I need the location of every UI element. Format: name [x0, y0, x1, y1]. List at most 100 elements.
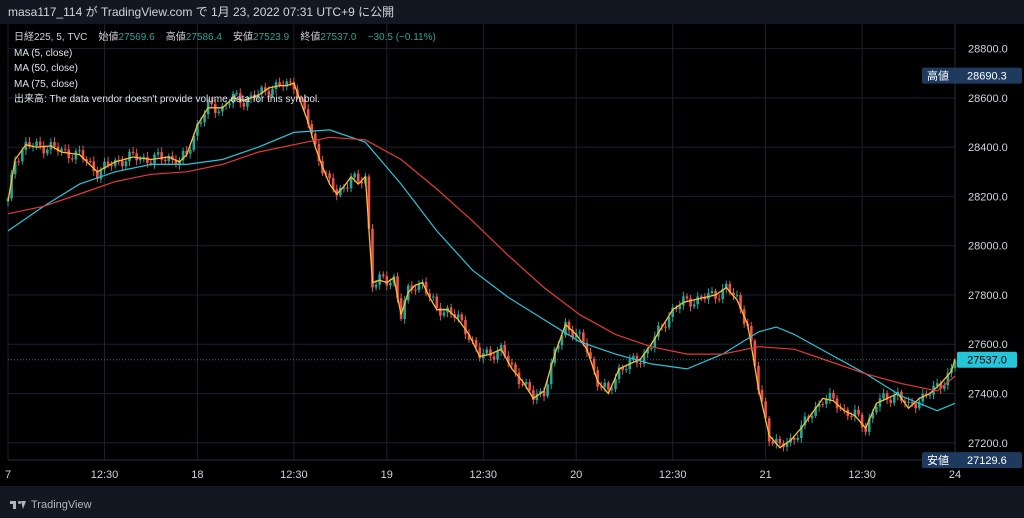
low-label: 安値: [233, 32, 254, 43]
candle-body: [642, 353, 646, 364]
candle-body: [850, 416, 853, 418]
chart-panel[interactable]: 27200.0 27400.0 27600.0 27800.0 28000.0 28200…: [0, 24, 1024, 486]
candle-body: [371, 228, 374, 288]
candle-body: [242, 102, 246, 107]
candle-body: [764, 401, 767, 419]
candle-body: [60, 148, 63, 152]
candle-body: [138, 158, 142, 161]
candle-body: [221, 105, 224, 112]
candle-body: [92, 161, 96, 171]
candle-body: [757, 365, 760, 391]
y-tick-label: 27600.0: [968, 339, 1008, 351]
x-tick-label: 12:30: [659, 469, 687, 481]
candle-body: [610, 388, 614, 390]
candle-body: [449, 307, 453, 315]
candle-body: [892, 395, 896, 403]
candle-body: [499, 345, 503, 352]
candle-body: [753, 340, 757, 366]
candle-body: [942, 385, 946, 389]
y-tick-label: 27800.0: [968, 290, 1008, 302]
last-price-value: 27537.0: [967, 355, 1007, 367]
candle-body: [131, 151, 135, 154]
price-chart[interactable]: 27200.0 27400.0 27600.0 27800.0 28000.0 28200…: [0, 24, 1024, 486]
candle-body: [621, 367, 624, 371]
candle-body: [460, 314, 464, 321]
high-badge-label: 高値: [927, 69, 949, 83]
candle-body: [639, 362, 642, 364]
candle-body: [10, 174, 13, 199]
candle-body: [878, 398, 882, 407]
candle-body: [328, 173, 331, 179]
candle-body: [389, 282, 392, 286]
legend-ma75[interactable]: MA (75, close): [14, 78, 78, 90]
candle-body: [271, 89, 274, 96]
candle-body: [632, 355, 635, 360]
candle-body: [614, 378, 617, 389]
candle-body: [778, 438, 782, 444]
low-value: 27523.9: [253, 32, 290, 43]
candle-body: [760, 390, 764, 402]
candle-body: [503, 345, 507, 357]
x-tick-label: 12:30: [848, 469, 876, 481]
candle-body: [875, 406, 878, 413]
candle-body: [124, 161, 128, 167]
low-badge: [922, 452, 1022, 469]
candle-body: [106, 161, 110, 165]
candle-body: [167, 155, 171, 161]
candle-body: [853, 409, 857, 417]
x-tick-label: 24: [949, 469, 961, 481]
x-tick-label: 21: [759, 469, 771, 481]
y-tick-label: 28200.0: [968, 191, 1008, 203]
candle-body: [699, 296, 703, 298]
candle-body: [235, 93, 239, 95]
candle-body: [667, 316, 671, 328]
candle-body: [678, 305, 682, 310]
candle-body: [696, 296, 700, 305]
tradingview-logo[interactable]: TradingView: [10, 492, 92, 518]
candle-body: [596, 370, 599, 387]
candle-body: [110, 164, 113, 166]
candle-body: [814, 406, 817, 416]
candle-body: [567, 321, 571, 331]
candle-body: [56, 146, 60, 152]
candle-body: [817, 404, 821, 407]
candle-body: [210, 101, 213, 105]
legend-ma5[interactable]: MA (5, close): [14, 47, 73, 59]
volume-note: 出来高: The data vendor doesn't provide vol…: [14, 94, 320, 105]
candle-body: [885, 393, 889, 400]
close-value: 27537.0: [320, 32, 357, 43]
candle-body: [921, 393, 925, 402]
candle-body: [903, 400, 907, 403]
change-value: −30.5 (−0.11%): [367, 32, 436, 43]
candle-body: [825, 399, 828, 405]
candle-body: [331, 178, 335, 190]
candle-body: [113, 159, 117, 166]
candle-body: [599, 386, 603, 388]
candle-body: [342, 187, 346, 189]
candle-body: [303, 98, 306, 110]
candle-body: [517, 372, 521, 385]
candle-body: [582, 332, 585, 344]
y-tick-label: 28000.0: [968, 241, 1008, 253]
x-tick-label: 18: [191, 469, 203, 481]
candle-body: [842, 408, 846, 410]
candle-body: [81, 150, 85, 160]
candle-body: [374, 284, 378, 288]
candle-body: [882, 393, 885, 399]
candle-body: [417, 283, 421, 291]
legend-ma50[interactable]: MA (50, close): [14, 63, 78, 74]
candle-body: [907, 401, 910, 403]
y-tick-label: 28400.0: [968, 142, 1008, 154]
candle-body: [181, 150, 185, 161]
candle-body: [299, 97, 303, 99]
candle-body: [456, 314, 460, 318]
candle-body: [910, 401, 914, 404]
high-badge-value: 28690.3: [967, 71, 1007, 83]
candle-body: [925, 393, 928, 395]
candle-body: [410, 285, 414, 290]
candle-body: [188, 149, 192, 154]
last-price-badge: [957, 351, 1017, 368]
low-badge-value: 27129.6: [967, 455, 1007, 467]
candle-body: [775, 438, 778, 444]
